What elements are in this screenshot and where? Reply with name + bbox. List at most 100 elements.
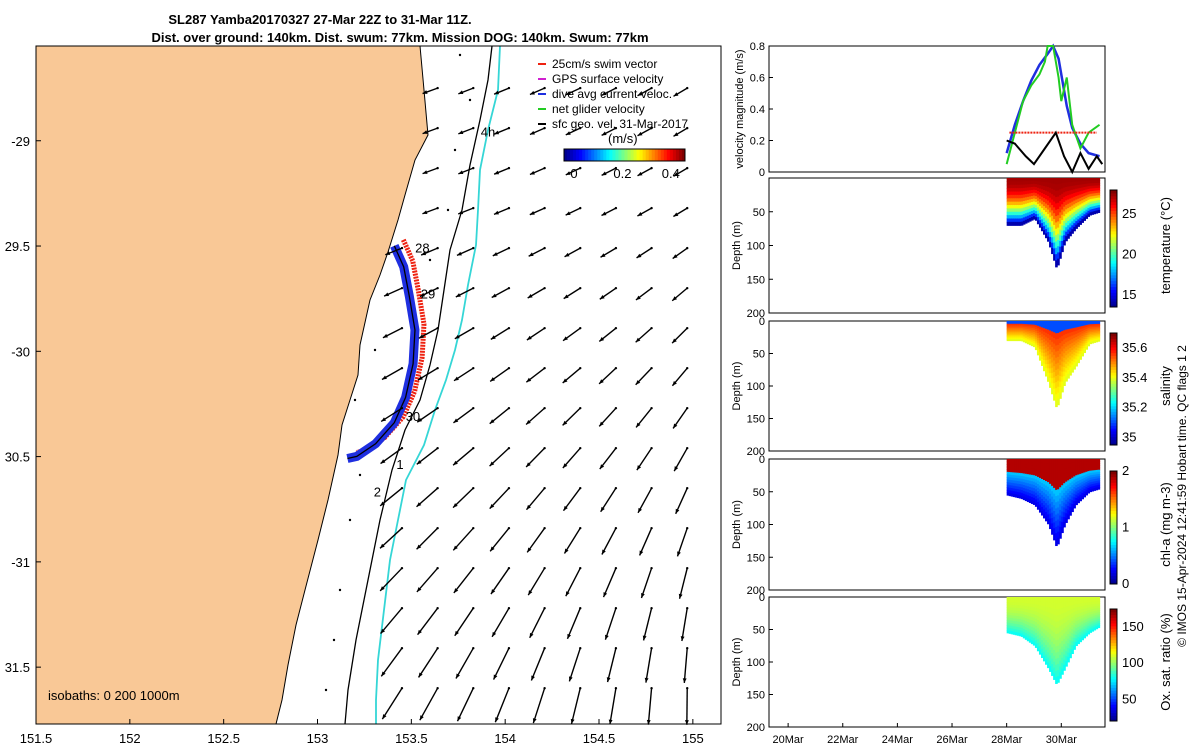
section-cell xyxy=(1020,459,1024,463)
current-vector-origin xyxy=(614,166,618,170)
current-vector-head xyxy=(644,677,649,683)
section-cell xyxy=(1091,484,1095,487)
section-cell xyxy=(1095,334,1099,337)
section-cell xyxy=(1008,625,1012,629)
section-cell xyxy=(1057,246,1060,254)
section-cell xyxy=(1024,333,1028,336)
section-cell xyxy=(1040,208,1044,213)
section-cell xyxy=(1059,223,1062,231)
section-cell xyxy=(1083,343,1087,347)
section-cell xyxy=(1061,459,1064,465)
colorbar-segment xyxy=(1110,361,1117,365)
current-vector xyxy=(529,607,546,639)
current-vector-head xyxy=(636,422,641,428)
section-cell xyxy=(1091,459,1095,462)
section-cell xyxy=(1097,469,1101,473)
section-cell xyxy=(1057,202,1060,210)
current-vector-origin xyxy=(472,326,475,330)
section-cell xyxy=(1043,501,1046,506)
section-cell xyxy=(1043,349,1046,354)
section-cell xyxy=(1063,488,1066,494)
section-cell xyxy=(1010,625,1014,630)
section-cell xyxy=(1032,178,1036,182)
current-vector-head xyxy=(673,132,679,137)
section-cell xyxy=(1024,197,1028,202)
section-cell xyxy=(1049,373,1052,379)
section-cell xyxy=(1022,181,1026,186)
section-cell xyxy=(1020,602,1024,607)
colorbar-segment xyxy=(618,149,622,161)
section-cell xyxy=(1014,477,1018,482)
section-cell xyxy=(1097,623,1101,626)
section-cell xyxy=(1065,200,1068,206)
section-cell xyxy=(1093,622,1097,626)
current-vector-origin xyxy=(436,206,439,210)
section-cell xyxy=(1022,328,1026,331)
section-cell xyxy=(1034,331,1038,334)
isobath-200m xyxy=(344,45,493,725)
section-cell xyxy=(1008,490,1012,494)
section-cell xyxy=(1079,632,1082,636)
section-cell xyxy=(1069,202,1072,208)
section-cell xyxy=(1040,644,1044,650)
colorbar-segment xyxy=(1110,569,1117,574)
section-cell xyxy=(1016,208,1020,213)
section-cell xyxy=(1032,339,1036,342)
section-cell xyxy=(1024,479,1028,484)
colorbar-segment xyxy=(669,149,674,161)
section-cell xyxy=(1016,188,1020,193)
section-cell xyxy=(1014,339,1018,342)
section-cell xyxy=(1083,483,1087,487)
colorbar-segment xyxy=(657,149,662,161)
section-cell xyxy=(1022,485,1026,489)
colorbar-tick-label: 150 xyxy=(1122,619,1144,634)
section-cell xyxy=(1040,215,1044,220)
section-cell xyxy=(1024,615,1028,619)
section-cell xyxy=(1073,215,1076,220)
colorbar-segment xyxy=(1110,614,1117,618)
colorbar-segment xyxy=(1110,366,1117,370)
section-cell xyxy=(1024,328,1028,331)
section-cell xyxy=(1079,337,1082,341)
section-cell xyxy=(1091,196,1095,200)
section-cell xyxy=(1026,609,1030,614)
section-y-label: Depth (m) xyxy=(731,638,743,687)
map-y-tick-label: 29.5 xyxy=(5,239,30,254)
current-vector-head xyxy=(380,628,386,634)
section-cell xyxy=(1014,208,1018,213)
section-cell xyxy=(1014,184,1018,189)
current-vector xyxy=(456,687,474,722)
section-cell xyxy=(1089,330,1093,333)
current-vector-head xyxy=(421,251,427,256)
current-vector-head xyxy=(635,337,641,343)
section-cell xyxy=(1083,211,1087,215)
section-cell xyxy=(1049,354,1052,360)
section-cell xyxy=(1012,477,1016,482)
section-cell xyxy=(1081,627,1084,632)
section-cell xyxy=(1010,480,1014,484)
section-cell xyxy=(1038,216,1042,221)
section-cell xyxy=(1045,344,1048,350)
section-cell xyxy=(1012,597,1016,601)
section-cell xyxy=(1028,342,1032,346)
section-cell xyxy=(1030,331,1034,334)
section-cell xyxy=(1063,357,1066,363)
section-cell xyxy=(1085,183,1089,188)
section-cell xyxy=(1075,631,1078,636)
section-cell xyxy=(1032,617,1036,622)
section-cell xyxy=(1008,612,1012,616)
section-cell xyxy=(1036,197,1040,202)
section-cell xyxy=(1071,217,1074,222)
section-cell xyxy=(1091,465,1095,469)
section-cell xyxy=(1097,195,1101,199)
section-cell xyxy=(1040,635,1044,641)
section-cell xyxy=(1077,620,1080,625)
section-cell xyxy=(1065,459,1068,465)
section-cell xyxy=(1091,178,1095,182)
section-cell xyxy=(1020,611,1024,615)
section-cell xyxy=(1032,324,1036,328)
section-cell xyxy=(1047,637,1050,643)
section-cell xyxy=(1024,324,1028,327)
section-cell xyxy=(1051,210,1054,217)
section-cell xyxy=(1022,340,1026,343)
